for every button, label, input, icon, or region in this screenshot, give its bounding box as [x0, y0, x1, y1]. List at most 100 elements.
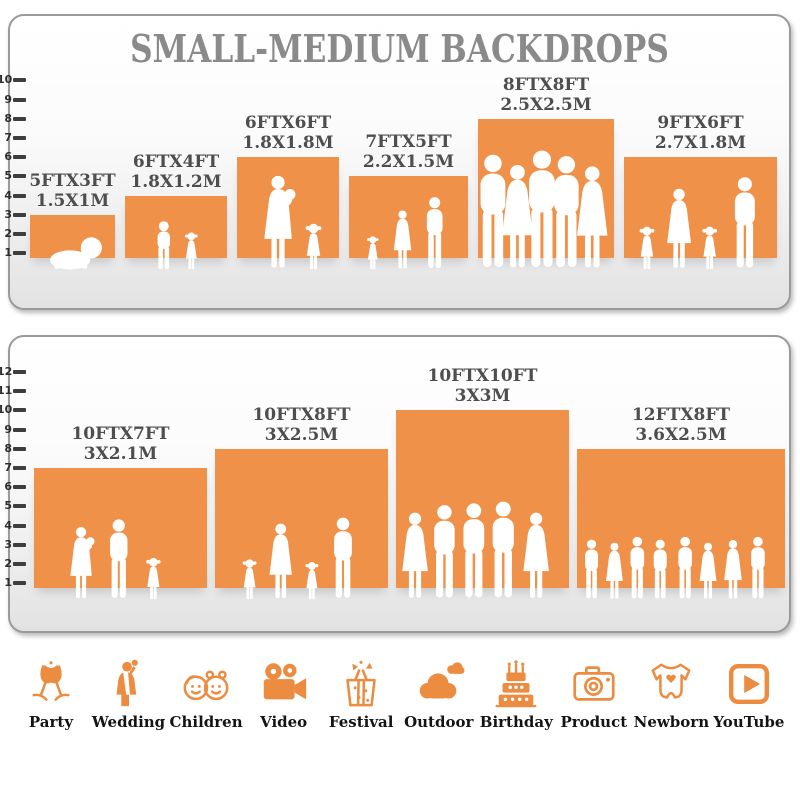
axis-tick	[13, 116, 26, 121]
category-party: Party	[16, 658, 86, 731]
axis-tick	[13, 212, 26, 217]
page-title: SMALL-MEDIUM BACKDROPS	[130, 26, 669, 71]
people-silhouette	[480, 150, 608, 268]
axis-tick-label: 12	[0, 365, 13, 378]
category-label: Product	[560, 713, 628, 731]
category-label: YouTube	[713, 713, 785, 731]
axis-tick	[13, 485, 26, 490]
axis-tick-label: 8	[4, 441, 12, 455]
category-label: Newborn	[633, 713, 710, 731]
bar-6FTX4FT: 6FTX4FT 1.8X1.2M	[125, 152, 227, 270]
bar-5FTX3FT: 5FTX3FT 1.5X1M	[29, 171, 116, 270]
party-icon	[25, 658, 77, 710]
bar-size-label: 6FTX4FT 1.8X1.2M	[130, 151, 222, 193]
axis-tick-label: 5	[4, 499, 12, 513]
category-youtube: YouTube	[713, 658, 785, 731]
axis-tick-label: 6	[4, 480, 12, 494]
category-wedding: Wedding	[91, 658, 166, 731]
axis-tick-label: 2	[4, 227, 12, 240]
axis-tick	[13, 389, 26, 394]
people-silhouette	[585, 536, 765, 599]
category-label: Video	[260, 713, 308, 731]
category-icons-row: Party Wedding Children Video Festival Outdoor…	[0, 658, 800, 731]
festival-icon	[335, 658, 387, 710]
axis-tick	[13, 523, 26, 528]
axis-tick	[13, 581, 26, 586]
bar-size-label: 12FTX8FT 3.6X2.5M	[631, 404, 731, 446]
axis-tick	[13, 232, 26, 236]
bar-size-label: 5FTX3FT 1.5X1M	[29, 170, 116, 212]
category-festival: Festival	[326, 658, 396, 731]
panel-bottom-chart: 1 2 3 4 5 6 7 8 9 10 11 12 10FTX7FT 3X2.1M 10FTX8FT 3X2…	[0, 337, 789, 631]
axis-tick-label: 9	[4, 92, 12, 106]
axis-tick-label: 10	[0, 73, 13, 87]
bar-7FTX5FT: 7FTX5FT 2.2X1.5M	[349, 132, 468, 270]
bar-10FTX7FT: 10FTX7FT 3X2.1M	[34, 424, 207, 600]
axis-tick-label: 3	[4, 537, 12, 551]
panel-top-chart: 1 2 3 4 5 6 7 8 9 10 5FTX3FT 1.5X1M 6FTX4FT 1.8X1.2M 6…	[0, 16, 789, 308]
axis-tick	[13, 78, 26, 83]
bar-12FTX8FT: 12FTX8FT 3.6X2.5M	[577, 405, 785, 599]
axis-tick-label: 4	[4, 518, 12, 532]
category-label: Wedding	[91, 713, 166, 731]
bar-size-label: 10FTX7FT 3X2.1M	[71, 423, 170, 465]
axis-tick	[13, 504, 26, 509]
category-video: Video	[249, 658, 319, 731]
panel-top: SMALL-MEDIUM BACKDROPS 1 2 3 4 5 6 7 8 9 10 5FTX3F…	[0, 14, 791, 310]
bar-size-label: 9FTX6FT 2.7X1.8M	[654, 112, 747, 154]
people-silhouette	[70, 519, 161, 600]
axis-tick	[13, 193, 26, 198]
category-children: Children	[169, 658, 243, 731]
category-label: Festival	[328, 713, 394, 731]
axis-tick-label: 3	[4, 207, 12, 221]
axis-tick-label: 10	[0, 403, 13, 417]
axis-tick	[13, 155, 26, 160]
people-silhouette	[402, 501, 549, 598]
people-silhouette	[639, 177, 755, 270]
category-newborn: Newborn	[633, 658, 710, 731]
axis-tick-label: 6	[4, 150, 12, 164]
axis-tick-label: 11	[0, 384, 13, 398]
axis-tick	[13, 542, 26, 547]
bar-size-label: 8FTX8FT 2.5X2.5M	[500, 74, 592, 116]
video-icon	[258, 658, 310, 710]
axis-tick-label: 5	[4, 169, 12, 183]
bar-size-label: 10FTX8FT 3X2.5M	[252, 404, 351, 446]
people-silhouette	[157, 221, 198, 270]
wedding-icon	[103, 658, 155, 710]
birthday-icon	[490, 658, 542, 710]
category-label: Children	[169, 713, 243, 731]
category-outdoor: Outdoor	[404, 658, 474, 731]
category-label: Outdoor	[404, 713, 474, 731]
bar-10FTX10FT: 10FTX10FT 3X3M	[396, 366, 569, 598]
axis-tick	[13, 427, 26, 432]
axis-tick-label: 8	[4, 111, 12, 125]
axis-tick	[13, 174, 26, 179]
axis-tick-label: 4	[4, 188, 12, 202]
axis-tick	[13, 466, 26, 470]
children-icon	[180, 658, 232, 710]
axis-tick-label: 1	[4, 246, 12, 260]
axis-tick	[13, 370, 26, 374]
bar-size-label: 10FTX10FT 3X3M	[427, 365, 538, 407]
axis-tick-label: 2	[4, 557, 12, 570]
axis-tick	[13, 408, 26, 413]
outdoor-icon	[413, 658, 465, 710]
axis-tick	[13, 251, 26, 256]
people-silhouette	[264, 175, 322, 270]
axis-tick-label: 7	[4, 461, 12, 474]
bar-size-label: 6FTX6FT 1.8X1.8M	[242, 112, 334, 154]
axis-tick	[13, 562, 26, 566]
axis-tick	[13, 97, 26, 102]
category-product: Product	[559, 658, 629, 731]
axis-tick	[13, 446, 26, 451]
bar-8FTX8FT: 8FTX8FT 2.5X2.5M	[478, 75, 614, 268]
newborn-icon	[645, 658, 697, 710]
axis-tick-label: 9	[4, 422, 12, 436]
axis-tick-label: 7	[4, 131, 12, 144]
bar-9FTX6FT: 9FTX6FT 2.7X1.8M	[624, 113, 777, 270]
youtube-icon	[723, 658, 775, 710]
bar-6FTX6FT: 6FTX6FT 1.8X1.8M	[237, 113, 339, 270]
people-silhouette	[367, 197, 443, 270]
